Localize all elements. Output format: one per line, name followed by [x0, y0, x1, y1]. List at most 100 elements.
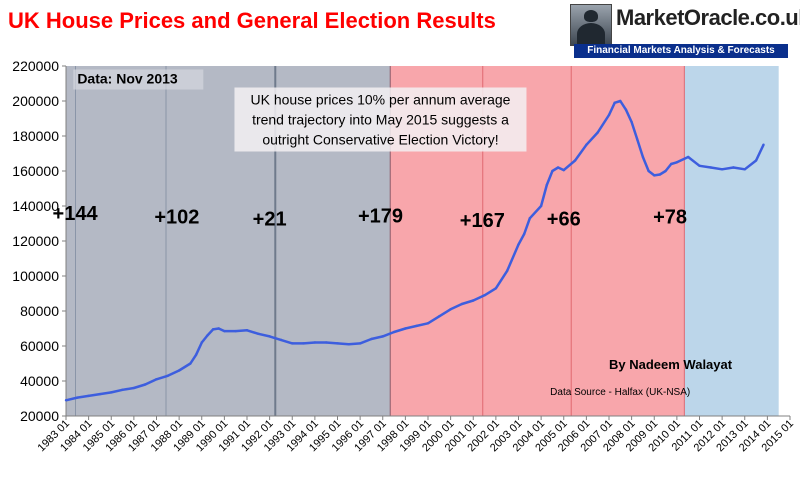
note-box	[234, 87, 527, 152]
data-date-box	[73, 69, 204, 90]
data-point	[658, 173, 662, 176]
chart-title: UK House Prices and General Election Res…	[8, 8, 496, 33]
data-point	[336, 342, 339, 345]
data-point	[324, 341, 328, 344]
data-point	[630, 120, 633, 124]
data-point	[472, 299, 475, 302]
y-tick-label: 100000	[12, 268, 59, 284]
data-point	[381, 335, 384, 338]
data-point	[522, 232, 526, 236]
data-point	[313, 341, 317, 344]
data-point	[302, 342, 305, 345]
data-point	[234, 329, 237, 333]
author-label: By Nadeem Walayat	[609, 357, 733, 372]
data-point	[573, 159, 577, 162]
y-tick-label: 40000	[20, 373, 59, 389]
data-point	[132, 386, 136, 390]
marketoracle-logo: MarketOracle.co.uk Financial Markets Ana…	[566, 2, 800, 60]
data-point	[607, 113, 611, 117]
data-point	[720, 168, 724, 171]
period-band-2	[684, 66, 779, 416]
data-point	[426, 322, 430, 325]
data-point	[438, 315, 441, 318]
note-line: trend trajectory into May 2015 suggests …	[252, 112, 509, 128]
data-point	[279, 338, 283, 342]
data-date-label: Data: Nov 2013	[77, 71, 178, 87]
data-point	[211, 328, 215, 331]
data-point	[675, 161, 679, 164]
data-point	[624, 108, 628, 111]
data-point	[596, 131, 599, 134]
data-point	[87, 394, 90, 398]
y-tick-label: 160000	[12, 163, 59, 179]
data-point	[76, 396, 79, 399]
data-point	[194, 353, 198, 356]
data-point	[636, 138, 639, 141]
data-point	[647, 169, 650, 173]
data-point	[743, 168, 746, 171]
data-point	[494, 287, 498, 290]
data-point	[143, 383, 147, 386]
y-tick-label: 180000	[12, 128, 59, 144]
y-tick-label: 60000	[20, 338, 59, 354]
data-point	[189, 362, 192, 365]
y-tick-label: 20000	[20, 408, 59, 424]
data-point	[653, 174, 656, 177]
data-point	[121, 388, 124, 391]
election-label: +179	[358, 206, 403, 228]
y-tick-label: 220000	[12, 58, 59, 74]
data-point	[664, 169, 667, 173]
logo-wordmark: MarketOracle.co.uk	[616, 5, 800, 30]
data-point	[483, 294, 486, 297]
election-label: +102	[154, 207, 199, 229]
data-point	[641, 155, 645, 159]
data-point	[206, 334, 209, 337]
price-series	[64, 99, 765, 402]
data-point	[585, 143, 588, 146]
data-point	[166, 374, 170, 377]
data-point	[686, 155, 690, 159]
data-point	[517, 243, 520, 246]
data-point	[709, 166, 713, 169]
data-point	[257, 332, 260, 335]
note-line: UK house prices 10% per annum average	[251, 92, 511, 108]
data-point	[245, 329, 249, 332]
data-point	[64, 399, 68, 402]
data-point	[732, 166, 735, 169]
source-label: Data Source - Halfax (UK-NSA)	[550, 387, 690, 398]
data-point	[217, 327, 220, 330]
data-point	[460, 302, 464, 306]
data-point	[545, 183, 548, 187]
chart-annotations: Data: Nov 2013 UK house prices 10% per an…	[73, 69, 733, 398]
election-labels: +144 +102 +21 +179 +167 +66 +78	[53, 203, 688, 232]
election-label: +78	[653, 207, 687, 229]
data-point	[404, 327, 407, 330]
data-point	[98, 392, 102, 396]
data-point	[562, 168, 565, 172]
data-point	[223, 329, 226, 333]
data-point	[392, 330, 396, 334]
data-point	[619, 99, 622, 103]
logo-tagline: Financial Markets Analysis & Forecasts	[574, 44, 788, 58]
data-point	[358, 342, 362, 345]
data-point	[754, 159, 758, 162]
data-point	[370, 337, 373, 341]
election-label: +167	[460, 210, 505, 232]
data-point	[505, 269, 509, 272]
election-label: +66	[547, 208, 581, 230]
logo-emblem-icon	[570, 4, 612, 46]
data-point	[556, 166, 560, 169]
election-label: +21	[253, 208, 287, 230]
data-point	[539, 204, 543, 208]
data-point	[528, 217, 532, 220]
data-point	[200, 341, 203, 344]
data-point	[551, 169, 554, 173]
data-point	[613, 101, 616, 104]
data-point	[698, 164, 701, 167]
note-line: outright Conservative Election Victory!	[262, 132, 498, 148]
data-point	[415, 324, 418, 328]
data-point	[110, 391, 113, 394]
y-tick-label: 140000	[12, 198, 59, 214]
y-tick-label: 80000	[20, 303, 59, 319]
